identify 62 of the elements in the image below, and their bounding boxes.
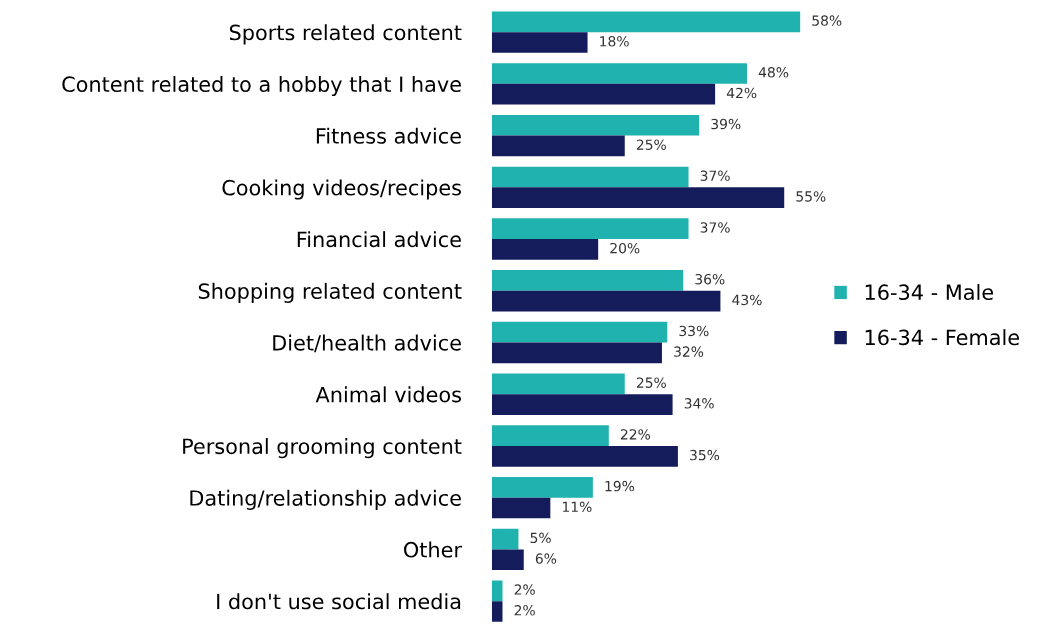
data-label: 6% [535,553,557,564]
bar [491,425,609,446]
y-tick-label: Animal videos [315,386,461,403]
y-tick-label: Cooking videos/recipes [222,179,461,200]
bar [491,290,721,312]
y-tick-label: I don't use social media [217,593,461,610]
bar [491,580,503,602]
y-tick-label: Sports related content [229,24,462,45]
bar [491,63,748,84]
data-label: 37% [700,222,730,233]
bar [491,445,678,467]
data-label: 25% [636,139,666,150]
data-label: 35% [690,449,720,461]
bar [491,166,689,188]
data-label: 48% [758,67,789,78]
data-label: 39% [711,118,741,130]
bar [491,32,588,53]
bar [491,497,551,519]
y-tick-label: Dating/relationship advice [190,489,461,510]
data-label: 34% [684,398,714,409]
y-tick-label: Personal grooming content [183,438,462,459]
data-label: 43% [732,294,762,306]
bar [491,549,524,571]
y-tick-label: Shopping related content [198,282,462,304]
data-label: 2% [514,605,535,616]
bar [491,476,593,498]
bar [491,135,625,157]
bar [491,528,519,550]
y-tick-label: Diet/health advice [273,334,461,353]
bar [491,114,700,136]
data-label: 2% [514,584,535,595]
legend-label: 16-34 - Female [865,329,1019,346]
bar [491,342,662,364]
data-label: 55% [796,191,826,202]
data-label: 22% [620,429,651,440]
bar [491,394,673,415]
data-label: 42% [726,87,757,99]
y-tick-label: Fitness advice [316,127,461,144]
data-label: 5% [530,532,551,544]
y-tick-label: Other [404,541,463,558]
data-label: 37% [700,170,730,181]
y-tick-label: Financial advice [297,231,461,248]
data-label: 20% [610,242,640,254]
bar [491,11,801,33]
data-label: 11% [562,501,592,513]
legend-label: 16-34 - Male [865,283,994,301]
data-label: 36% [695,273,725,285]
data-label: 25% [636,377,666,388]
bar [491,270,684,291]
data-label: 18% [600,36,629,47]
bar [491,83,716,105]
y-tick-label: Content related to a hobby that I have [62,75,461,97]
data-label: 32% [674,346,704,357]
data-label: 33% [679,325,709,337]
bar [491,218,689,240]
bar [491,187,785,209]
bar [491,601,503,622]
bar [491,239,599,260]
bar [491,321,668,343]
data-label: 19% [605,480,635,492]
bar [491,373,625,395]
data-label: 58% [812,15,842,26]
